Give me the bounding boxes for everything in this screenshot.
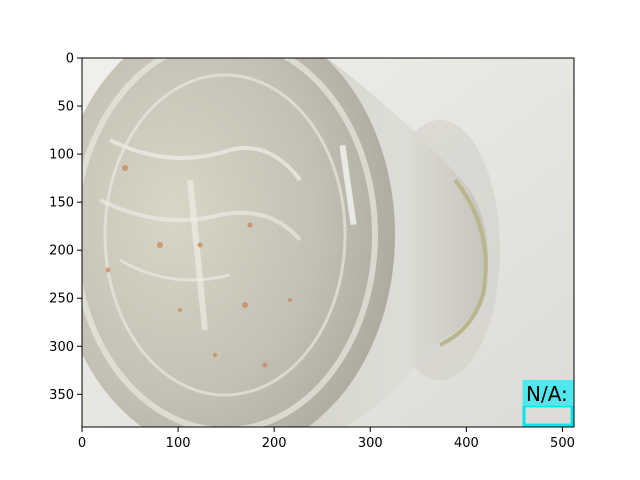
y-tick-label: 100 bbox=[49, 148, 74, 163]
axes-frame bbox=[81, 57, 575, 428]
x-tick-label: 400 bbox=[454, 436, 479, 451]
y-tick-label: 200 bbox=[49, 244, 74, 259]
jar-bottom-glass bbox=[82, 58, 395, 427]
x-tick-label: 200 bbox=[262, 436, 287, 451]
x-tick-label: 300 bbox=[358, 436, 383, 451]
x-tick-label: 0 bbox=[78, 436, 86, 451]
y-tick-label: 300 bbox=[49, 340, 74, 355]
y-tick-label: 350 bbox=[49, 388, 74, 403]
annotation-label-background bbox=[522, 379, 574, 406]
y-tick-label: 0 bbox=[66, 52, 74, 67]
y-tick-label: 250 bbox=[49, 292, 74, 307]
x-axis: 0 100 200 300 400 500 bbox=[78, 427, 575, 451]
y-tick-label: 150 bbox=[49, 196, 74, 211]
annotation-label: N/A: bbox=[526, 382, 568, 406]
x-tick-label: 100 bbox=[166, 436, 191, 451]
y-axis: 0 50 100 150 200 250 300 350 bbox=[49, 52, 82, 403]
y-tick-label: 50 bbox=[57, 100, 74, 115]
annotation: N/A: bbox=[522, 379, 574, 427]
x-tick-label: 500 bbox=[550, 436, 575, 451]
photo-image bbox=[82, 58, 574, 427]
jar-rim bbox=[439, 178, 488, 347]
